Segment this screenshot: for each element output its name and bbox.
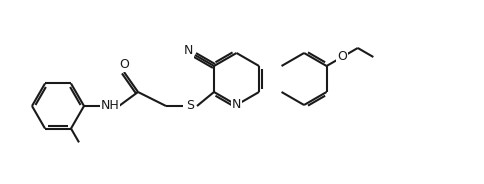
- Text: O: O: [336, 50, 347, 63]
- Text: N: N: [231, 98, 241, 112]
- Text: N: N: [183, 45, 192, 57]
- Text: S: S: [186, 100, 194, 112]
- Text: O: O: [119, 59, 129, 72]
- Text: NH: NH: [100, 100, 119, 112]
